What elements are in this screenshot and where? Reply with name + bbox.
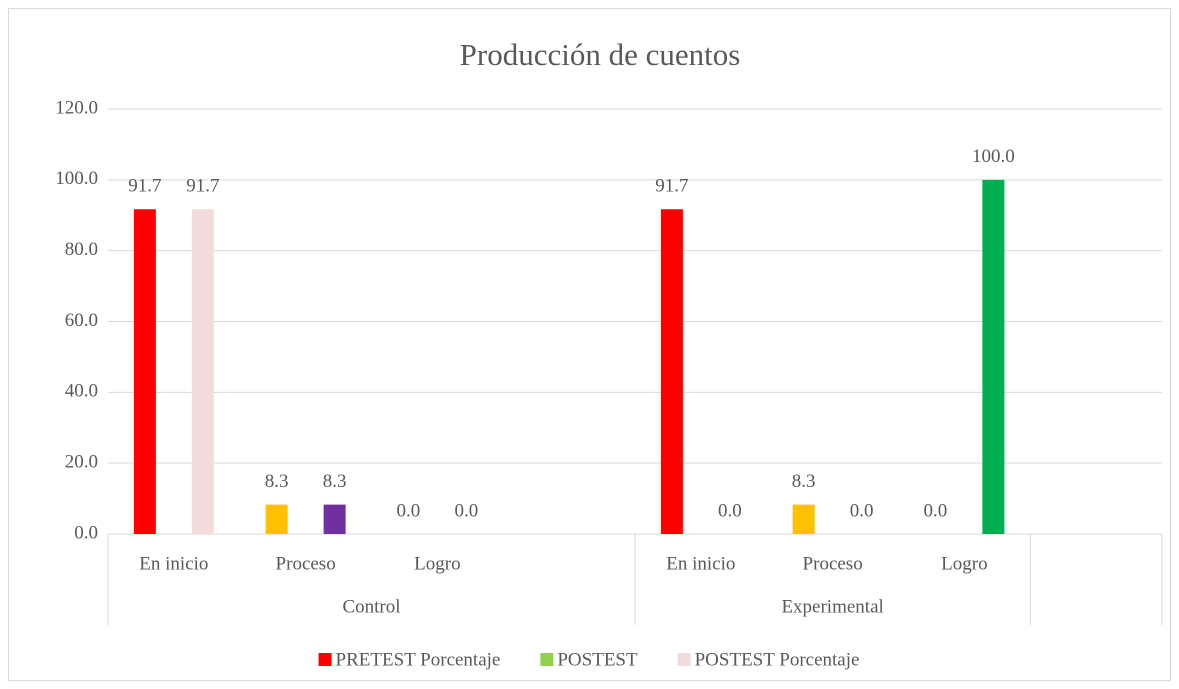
bar — [792, 504, 815, 534]
data-label: 8.3 — [792, 471, 816, 492]
group-label: Experimental — [781, 596, 883, 617]
bar — [982, 179, 1005, 535]
x-tick-label: En inicio — [666, 553, 735, 574]
bar — [323, 504, 346, 534]
x-tick-label: Logro — [941, 553, 987, 574]
x-tick-label: Logro — [414, 553, 460, 574]
data-label: 91.7 — [128, 176, 161, 197]
legend-swatch — [540, 653, 554, 666]
data-label: 0.0 — [397, 500, 421, 521]
y-tick-label: 120.0 — [55, 97, 98, 118]
y-tick-label: 100.0 — [55, 168, 98, 189]
data-label: 0.0 — [718, 500, 742, 521]
data-label: 0.0 — [850, 500, 874, 521]
data-label: 0.0 — [924, 500, 948, 521]
chart-title: Producción de cuentos — [460, 37, 741, 72]
y-tick-label: 60.0 — [65, 310, 98, 331]
x-tick-label: Proceso — [803, 553, 863, 574]
x-tick-label: En inicio — [139, 553, 208, 574]
legend-label: POSTEST Porcentaje — [695, 649, 860, 670]
data-label: 91.7 — [655, 176, 688, 197]
legend-swatch — [677, 653, 691, 666]
data-label: 8.3 — [323, 471, 347, 492]
y-tick-label: 20.0 — [65, 452, 98, 473]
data-label: 0.0 — [455, 500, 479, 521]
legend-label: POSTEST — [557, 649, 638, 670]
data-label: 100.0 — [972, 146, 1015, 167]
legend-label: PRETEST Porcentaje — [336, 649, 501, 670]
y-tick-label: 0.0 — [74, 522, 98, 543]
group-label: Control — [342, 596, 400, 617]
y-tick-label: 80.0 — [65, 239, 98, 260]
x-tick-label: Proceso — [276, 553, 336, 574]
data-label: 91.7 — [186, 176, 219, 197]
bar — [265, 504, 288, 534]
bar — [191, 209, 214, 534]
y-tick-label: 40.0 — [65, 381, 98, 402]
legend-swatch — [318, 653, 332, 666]
bar — [133, 209, 156, 534]
bar — [660, 209, 683, 534]
data-label: 8.3 — [265, 471, 289, 492]
